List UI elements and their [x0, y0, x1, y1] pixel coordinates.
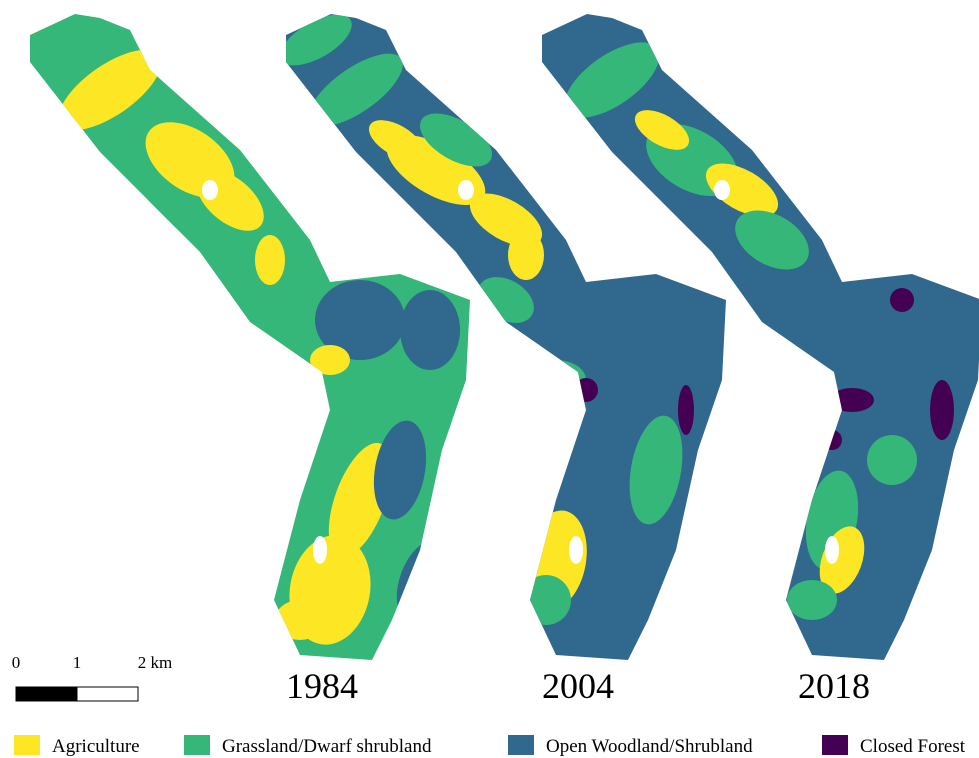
legend: Agriculture Grassland/Dwarf shrubland Open… — [14, 735, 966, 757]
land-cover-patch — [275, 600, 325, 640]
no-data-gap — [825, 536, 839, 564]
land-cover-patch — [419, 113, 493, 167]
scale-label: 0 — [12, 653, 21, 672]
land-cover-patch — [735, 210, 809, 270]
land-cover-patch — [822, 430, 842, 450]
legend-label: Closed Forest — [860, 736, 966, 757]
map-year: 2018 — [798, 666, 870, 706]
no-data-gap — [313, 536, 327, 564]
land-cover-patch — [705, 163, 779, 217]
land-cover-patch — [521, 575, 571, 625]
legend-label: Agriculture — [52, 736, 140, 757]
land-cover-patch — [58, 49, 162, 131]
land-cover-patch — [286, 14, 352, 66]
legend-swatch — [184, 735, 210, 755]
land-cover-patch — [678, 385, 694, 435]
land-cover-patch — [120, 200, 180, 240]
land-cover-patch — [890, 288, 914, 312]
land-cover-patch — [373, 420, 427, 520]
land-cover-patch — [368, 120, 424, 160]
scale-label: 2 km — [138, 653, 172, 672]
legend-swatch — [508, 735, 534, 755]
legend-swatch — [822, 735, 848, 755]
land-cover-patch — [309, 53, 403, 127]
land-cover-patch — [255, 235, 285, 285]
land-cover-patch — [867, 435, 917, 485]
land-cover-patch — [634, 110, 690, 150]
land-cover-patch — [574, 378, 598, 402]
legend-label: Grassland/Dwarf shrubland — [222, 736, 432, 757]
no-data-gap — [569, 536, 583, 564]
land-cover-patch — [315, 280, 405, 360]
scale-label: 1 — [73, 653, 82, 672]
land-cover-patch — [310, 345, 350, 375]
scale-bar: 0 1 2 km — [12, 653, 172, 702]
no-data-gap — [714, 180, 730, 200]
land-cover-patch — [930, 380, 954, 440]
scale-segment — [76, 686, 139, 702]
no-data-gap — [202, 180, 218, 200]
land-cover-patch — [526, 360, 586, 400]
land-cover-patch — [400, 290, 460, 370]
land-cover-patch — [564, 42, 660, 118]
maps — [30, 14, 979, 660]
land-cover-patch — [830, 388, 874, 412]
land-cover-patch — [787, 580, 837, 620]
legend-swatch — [14, 735, 40, 755]
map-year: 1984 — [286, 666, 358, 706]
map-year: 2004 — [542, 666, 614, 706]
no-data-gap — [458, 180, 474, 200]
legend-label: Open Woodland/Shrubland — [546, 736, 753, 757]
land-cover-patch — [508, 230, 544, 280]
land-cover-patch — [629, 415, 683, 525]
scale-segment — [15, 686, 78, 702]
